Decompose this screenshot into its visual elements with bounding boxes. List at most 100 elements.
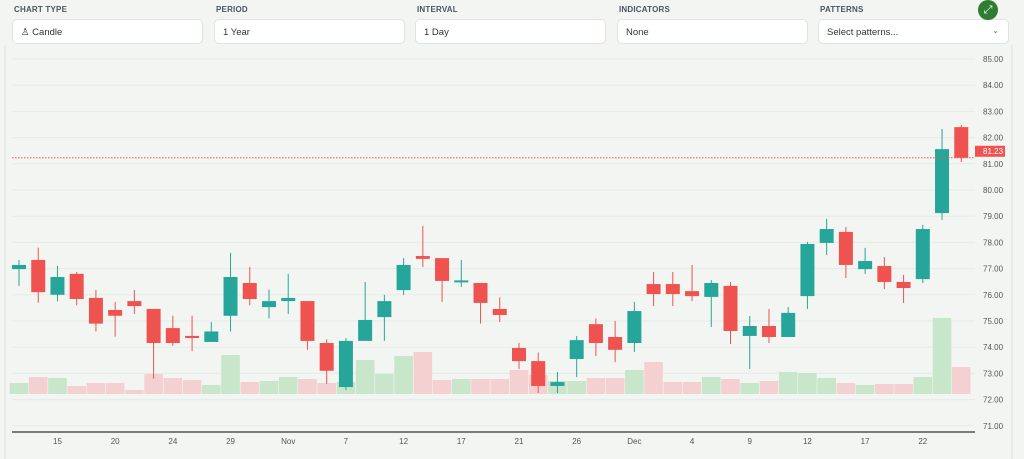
volume-bar xyxy=(567,381,586,394)
x-tick-label: 4 xyxy=(690,437,695,446)
volume-bar xyxy=(375,374,394,394)
candle-up xyxy=(396,264,411,291)
candle-up xyxy=(358,319,373,341)
period-label: PERIOD xyxy=(216,5,248,14)
volume-bar xyxy=(259,381,279,394)
volume-bar xyxy=(894,384,913,394)
x-tick-label: 12 xyxy=(803,437,812,446)
candle-up xyxy=(12,264,26,270)
x-tick-label: 17 xyxy=(457,437,466,446)
y-tick-label: 78.00 xyxy=(983,238,1004,247)
x-tick-label: 9 xyxy=(748,437,753,446)
candle-down xyxy=(608,336,623,350)
candle-down xyxy=(319,343,334,371)
candle-up xyxy=(800,243,815,297)
volume-bar xyxy=(163,378,183,394)
candle-up xyxy=(204,331,219,342)
volume-bar xyxy=(67,386,86,394)
x-tick-label: Nov xyxy=(281,437,295,446)
volume-bar xyxy=(182,380,202,394)
volume-bar xyxy=(451,379,471,394)
candle-up xyxy=(627,311,642,344)
y-tick-label: 75.00 xyxy=(983,317,1004,326)
y-tick-label: 77.00 xyxy=(983,265,1004,274)
y-tick-label: 80.00 xyxy=(983,186,1004,195)
last-price-badge xyxy=(975,145,1005,157)
volume-bar xyxy=(798,373,817,394)
candle-down xyxy=(415,256,430,259)
interval-label: INTERVAL xyxy=(417,5,458,14)
volume-bar xyxy=(932,318,952,394)
chart-type-select[interactable]: ♙ Candle xyxy=(12,19,203,44)
x-tick-label: 7 xyxy=(344,437,349,446)
y-tick-label: 74.00 xyxy=(983,343,1004,352)
volume-bar xyxy=(855,385,875,394)
period-select[interactable]: 1 Year xyxy=(214,19,405,44)
candle-down xyxy=(185,335,200,339)
chevron-down-icon: ⌄ xyxy=(992,26,999,35)
volume-bar xyxy=(663,382,683,394)
interval-select[interactable]: 1 Day xyxy=(415,19,606,44)
volume-bar xyxy=(471,379,490,394)
volume-bar xyxy=(509,370,529,394)
y-tick-label: 83.00 xyxy=(983,107,1004,116)
volume-bar xyxy=(740,383,760,394)
x-tick-label: Dec xyxy=(627,437,641,446)
chart-type-label: CHART TYPE xyxy=(14,5,68,14)
volume-bar xyxy=(817,378,836,394)
indicators-select[interactable]: None xyxy=(617,19,808,44)
x-tick-label: 20 xyxy=(111,437,120,446)
x-tick-label: 12 xyxy=(399,437,408,446)
y-tick-label: 72.00 xyxy=(983,396,1004,405)
candle-up xyxy=(819,229,834,243)
candle-down xyxy=(88,297,103,324)
volume-bar xyxy=(413,352,433,394)
x-tick-label: 21 xyxy=(515,437,524,446)
candle-up xyxy=(935,149,950,214)
candle-up xyxy=(223,276,238,316)
volume-bar xyxy=(951,367,971,394)
y-tick-label: 84.00 xyxy=(983,81,1004,90)
x-tick-label: 29 xyxy=(226,437,235,446)
volume-bar xyxy=(836,383,856,394)
volume-bar xyxy=(913,377,933,394)
candle-down xyxy=(435,258,450,281)
candle-down xyxy=(300,301,315,341)
y-tick-label: 82.00 xyxy=(983,134,1004,143)
volume-bar xyxy=(202,385,221,394)
candle-down xyxy=(877,265,892,282)
volume-bar xyxy=(240,382,260,394)
indicators-label: INDICATORS xyxy=(619,5,671,14)
candle-icon: ♙ xyxy=(21,27,30,38)
candle-up xyxy=(915,229,930,280)
x-tick-label: 15 xyxy=(53,437,62,446)
volume-bar xyxy=(221,355,240,394)
volume-bar xyxy=(778,372,798,394)
candle-down xyxy=(108,309,123,316)
y-tick-label: 76.00 xyxy=(983,291,1004,300)
last-price-label: 81.23 xyxy=(983,147,1004,156)
candle-down xyxy=(511,347,526,362)
candle-down xyxy=(723,285,738,331)
candle-down xyxy=(954,127,969,158)
volume-bar xyxy=(394,356,413,394)
volume-bar xyxy=(105,383,125,394)
volume-bar xyxy=(875,384,894,394)
candle-down xyxy=(588,324,603,344)
candle-down xyxy=(665,284,680,295)
patterns-select[interactable]: Select patterns... ⌄ xyxy=(818,19,1009,44)
volume-bar xyxy=(9,383,29,394)
x-tick-label: 17 xyxy=(861,437,870,446)
volume-bar xyxy=(86,383,106,394)
x-tick-label: 22 xyxy=(918,437,927,446)
candle-up xyxy=(704,283,719,297)
candle-up xyxy=(281,297,296,302)
patterns-placeholder: Select patterns... xyxy=(827,27,899,38)
candle-down xyxy=(646,284,661,295)
x-tick-label: 24 xyxy=(168,437,177,446)
volume-bar xyxy=(48,378,67,394)
patterns-label: PATTERNS xyxy=(820,5,864,14)
candle-down xyxy=(492,308,507,315)
expand-arrows-icon[interactable]: ⤢ xyxy=(978,0,998,20)
